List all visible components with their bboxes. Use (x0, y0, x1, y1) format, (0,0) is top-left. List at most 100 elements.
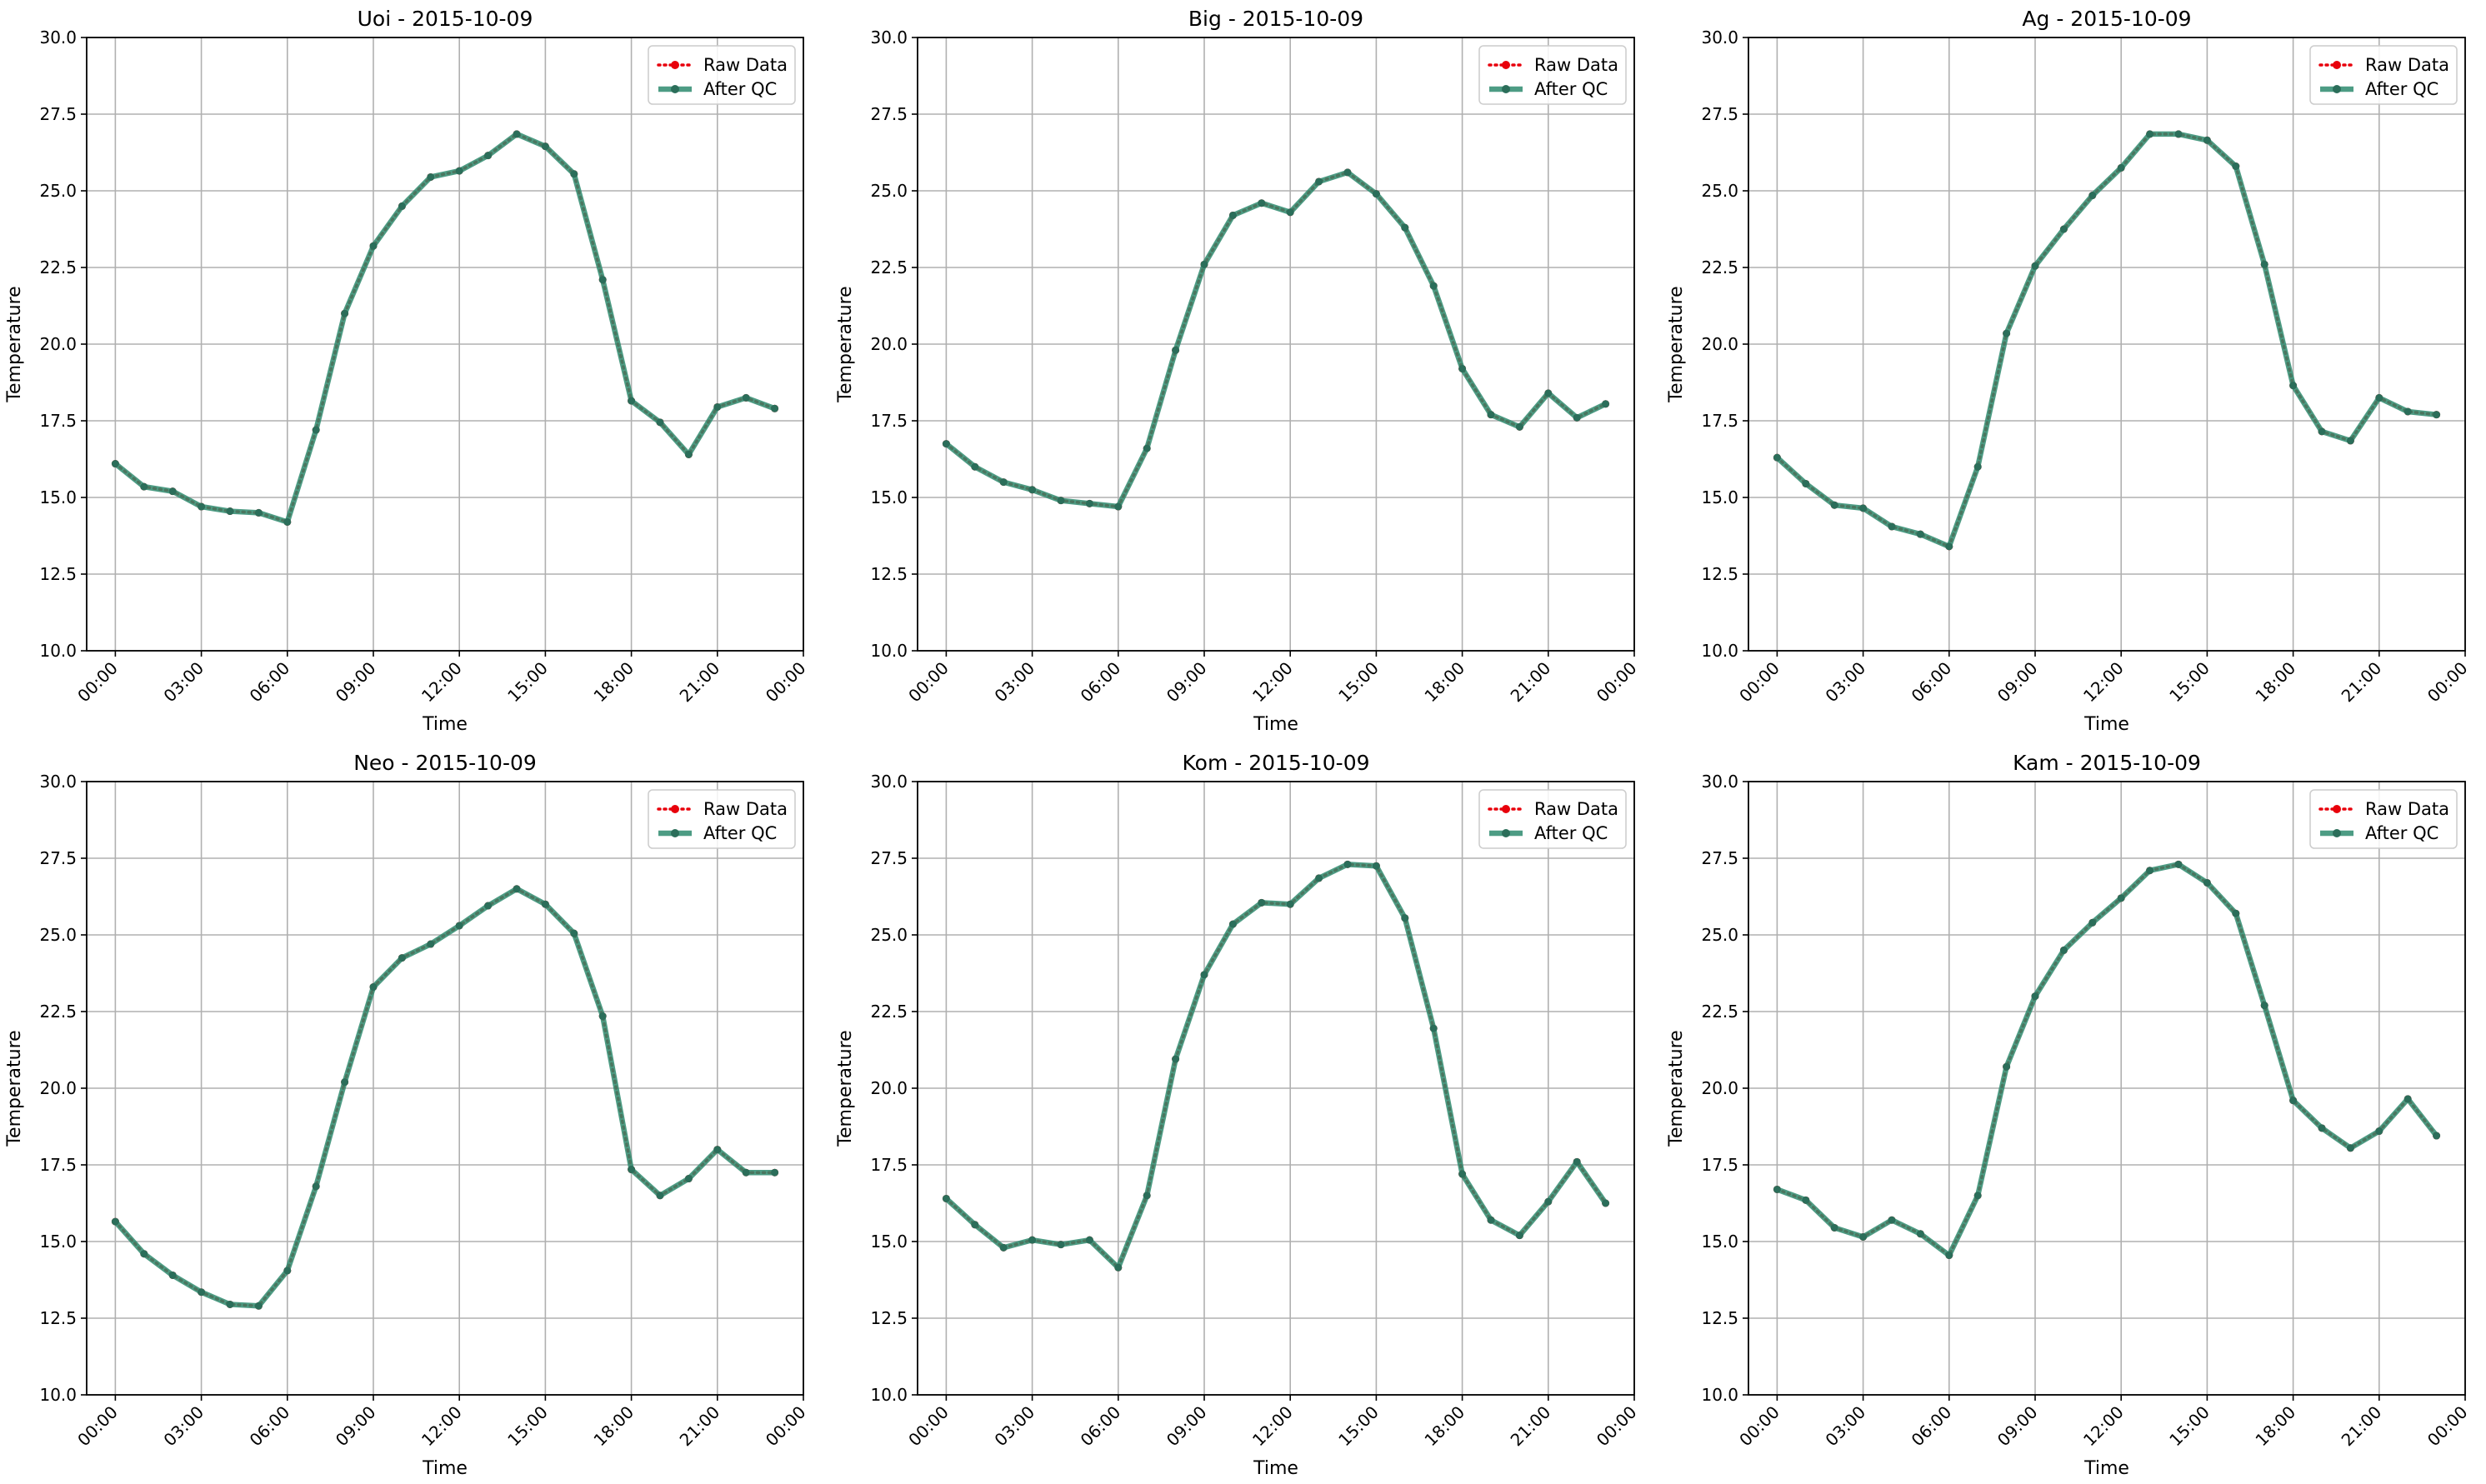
data-point-after-qc (999, 478, 1008, 487)
data-point-after-qc (2433, 411, 2441, 419)
x-tick-label: 09:00 (1163, 658, 1211, 707)
data-point-after-qc (2318, 427, 2326, 436)
data-point-after-qc (484, 902, 493, 910)
y-tick-label: 25.0 (39, 925, 77, 945)
data-point-after-qc (398, 954, 406, 962)
data-point-after-qc (2031, 992, 2039, 1001)
x-tick-label: 09:00 (332, 1402, 380, 1451)
data-point-after-qc (254, 508, 263, 517)
data-point-after-qc (999, 1243, 1008, 1252)
data-point-after-qc (1888, 1216, 1896, 1224)
chart-title: Neo - 2015-10-09 (353, 751, 537, 775)
data-point-after-qc (341, 1078, 349, 1087)
x-tick-label: 00:00 (73, 1402, 122, 1451)
data-point-after-qc (971, 462, 979, 471)
data-point-after-qc (1515, 1232, 1523, 1240)
data-point-after-qc (1544, 1197, 1553, 1206)
x-tick-label: 21:00 (676, 1402, 724, 1451)
data-point-after-qc (1343, 860, 1352, 868)
y-tick-label: 15.0 (1701, 487, 1738, 507)
data-point-after-qc (455, 167, 463, 175)
chart-panel-2: 10.0 12.5 15.0 17.5 20.0 22.5 25.0 27.5 30.0 00:0… (1666, 7, 2472, 735)
legend-label-raw-data: Raw Data (1534, 799, 1618, 819)
data-point-after-qc (598, 276, 607, 284)
data-point-after-qc (1085, 1236, 1093, 1244)
data-point-after-qc (1602, 1199, 1610, 1207)
legend: Raw Data After QC (2309, 45, 2458, 105)
x-tick-label: 00:00 (2423, 1402, 2472, 1451)
data-point-after-qc (1315, 874, 1323, 882)
x-tick-label: 00:00 (904, 658, 953, 707)
y-tick-label: 25.0 (1701, 925, 1738, 945)
x-tick-label: 03:00 (159, 1402, 208, 1451)
data-point-after-qc (1286, 900, 1294, 908)
axes-frame (1748, 781, 2466, 1396)
x-tick-label: 00:00 (904, 1402, 953, 1451)
legend-label-raw-data: Raw Data (703, 799, 788, 819)
data-point-after-qc (1859, 504, 1868, 512)
data-point-after-qc (1916, 530, 1924, 538)
data-point-after-qc (2318, 1124, 2326, 1132)
y-tick-label: 20.0 (870, 334, 908, 354)
data-point-after-qc (656, 1192, 664, 1200)
y-tick-label: 15.0 (39, 1232, 77, 1252)
data-point-after-qc (1429, 1024, 1438, 1032)
legend: Raw Data After QC (648, 45, 796, 105)
data-point-after-qc (713, 402, 722, 411)
chart-title: Ag - 2015-10-09 (2022, 7, 2191, 31)
data-point-after-qc (398, 202, 406, 210)
data-point-after-qc (226, 507, 234, 516)
x-tick-label: 06:00 (246, 1402, 294, 1451)
y-tick-label: 15.0 (1701, 1232, 1738, 1252)
y-tick-label: 22.5 (870, 257, 908, 277)
data-point-after-qc (2059, 225, 2068, 233)
data-point-after-qc (1602, 400, 1610, 408)
data-point-after-qc (541, 142, 549, 151)
data-point-after-qc (628, 397, 636, 405)
data-point-after-qc (2146, 130, 2154, 138)
data-point-after-qc (1458, 364, 1467, 372)
legend-label-after-qc: After QC (2365, 79, 2438, 99)
x-axis-label: Time (422, 714, 468, 735)
y-tick-label: 17.5 (870, 1155, 908, 1175)
y-axis-label: Temperature (4, 1030, 25, 1147)
x-tick-label: 00:00 (73, 658, 122, 707)
data-point-after-qc (1916, 1230, 1924, 1238)
data-point-after-qc (1544, 389, 1553, 397)
legend-marker-raw-data (1502, 61, 1510, 69)
legend-label-raw-data: Raw Data (703, 55, 788, 75)
legend-label-raw-data: Raw Data (1534, 55, 1618, 75)
data-point-after-qc (1258, 898, 1266, 907)
data-point-after-qc (1114, 1263, 1123, 1272)
y-tick-label: 30.0 (1701, 27, 1738, 47)
y-tick-label: 30.0 (870, 27, 908, 47)
data-point-after-qc (2003, 1062, 2011, 1071)
legend-label-after-qc: After QC (2365, 823, 2438, 843)
legend-marker-after-qc (1502, 85, 1510, 93)
series-line-raw-data (1775, 862, 2438, 1258)
data-point-after-qc (971, 1221, 979, 1229)
data-point-after-qc (2433, 1132, 2441, 1140)
data-point-after-qc (2375, 1127, 2383, 1136)
data-point-after-qc (1228, 211, 1237, 219)
data-point-after-qc (312, 426, 320, 434)
data-point-after-qc (1372, 190, 1380, 198)
series-line-after-qc (113, 131, 776, 525)
data-point-after-qc (226, 1300, 234, 1308)
legend: Raw Data After QC (1478, 789, 1627, 849)
axes-frame (86, 781, 804, 1396)
x-tick-label: 12:00 (418, 1402, 466, 1451)
data-point-after-qc (283, 1267, 292, 1275)
data-point-after-qc (1401, 223, 1409, 232)
x-tick-label: 12:00 (1248, 658, 1297, 707)
data-point-after-qc (742, 1168, 750, 1177)
data-point-after-qc (2031, 262, 2039, 270)
x-tick-label: 21:00 (2338, 658, 2386, 707)
data-point-after-qc (2203, 136, 2211, 144)
data-point-after-qc (2174, 860, 2183, 868)
x-tick-label: 09:00 (1163, 1402, 1211, 1451)
data-point-after-qc (168, 1271, 177, 1279)
y-tick-label: 20.0 (870, 1078, 908, 1098)
data-point-after-qc (1802, 1196, 1810, 1204)
